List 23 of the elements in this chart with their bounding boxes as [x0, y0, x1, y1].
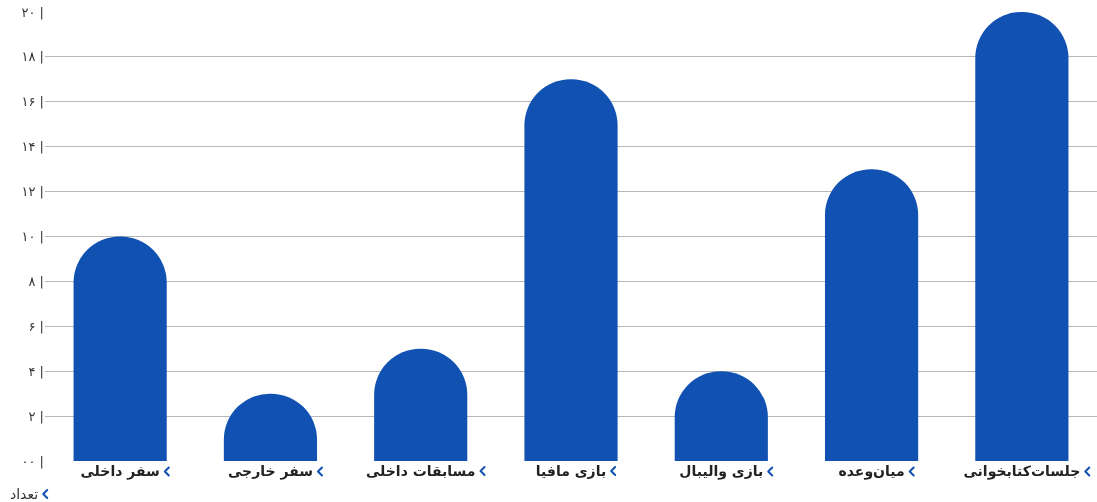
y-axis-title: تعداد: [10, 486, 39, 502]
x-tick-label: مسابقات داخلی: [365, 463, 476, 479]
x-tick-label: بازی والیبال: [679, 463, 764, 480]
bar: [524, 79, 618, 461]
bar: [824, 169, 919, 461]
y-tick-label: ۸ |: [28, 273, 44, 289]
y-tick-label: ۱۸ |: [21, 49, 44, 65]
x-tick-label: جلسات‌کتابخوانی: [963, 463, 1081, 480]
y-tick-label: ۱۶ |: [21, 94, 44, 110]
bar: [73, 236, 167, 461]
x-tick-label: بازی مافیا: [535, 463, 607, 479]
y-tick-label: ۲۰ |: [21, 4, 44, 20]
bar: [975, 12, 1069, 461]
x-tick-label: سفر خارجی: [227, 463, 313, 480]
y-tick-label: ۱۴ |: [21, 139, 44, 155]
x-tick-label: سفر داخلی: [80, 463, 160, 480]
y-tick-label: ۴ |: [28, 363, 44, 379]
y-tick-label: ۶ |: [28, 318, 44, 334]
x-tick-label: میان‌وعده: [838, 463, 905, 480]
y-tick-label: ۰۰ |: [21, 453, 44, 469]
y-tick-label: ۱۰ |: [21, 229, 44, 245]
y-tick-label: ۱۲ |: [21, 184, 44, 200]
y-tick-label: ۲ |: [28, 408, 44, 424]
